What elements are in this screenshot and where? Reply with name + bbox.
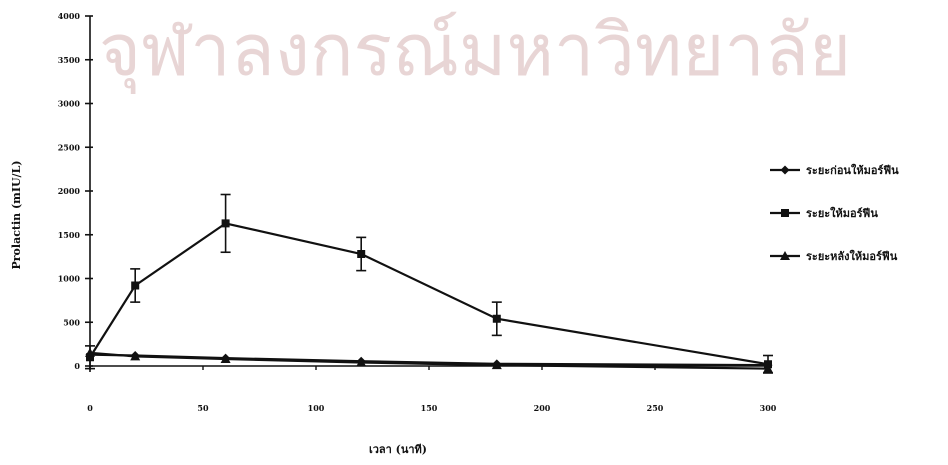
point-marker-square	[221, 219, 230, 228]
point-marker-square	[492, 314, 501, 323]
y-tick-label: 3500	[58, 55, 81, 65]
legend-item-3: ระยะหลังให้มอร์ฟีน	[770, 249, 898, 263]
y-tick-label: 0	[74, 361, 80, 371]
y-tick-label: 1500	[58, 230, 81, 240]
y-tick-label: 2500	[58, 142, 81, 152]
series-2	[85, 193, 773, 374]
x-axis-title: เวลา (นาที)	[369, 443, 427, 456]
legend-label: ระยะหลังให้มอร์ฟีน	[806, 249, 898, 263]
legend-item-2: ระยะให้มอร์ฟีน	[770, 206, 878, 220]
x-tick-label: 300	[760, 403, 777, 413]
legend-item-1: ระยะก่อนให้มอร์ฟีน	[770, 163, 899, 177]
point-marker-square	[357, 250, 366, 258]
point-marker-triangle	[220, 354, 231, 363]
y-tick-label: 4000	[58, 11, 81, 21]
point-marker-square	[131, 281, 140, 290]
point-marker-triangle	[780, 251, 790, 260]
point-marker-triangle	[356, 357, 367, 367]
x-tick-label: 0	[87, 403, 93, 413]
x-tick-label: 250	[647, 403, 664, 413]
point-marker-square	[781, 209, 789, 217]
point-marker-triangle	[130, 351, 141, 361]
point-marker-square	[86, 353, 94, 362]
point-marker-diamond	[780, 165, 790, 175]
y-tick-label: 500	[63, 317, 80, 327]
legend-label: ระยะให้มอร์ฟีน	[806, 206, 878, 220]
series-line	[89, 351, 769, 370]
series-3	[85, 347, 773, 373]
legend-label: ระยะก่อนให้มอร์ฟีน	[806, 163, 899, 177]
y-tick-label: 3000	[58, 99, 81, 109]
series-line	[89, 222, 769, 366]
watermark-text: จุฬาลงกรณ์มหาวิทยาลัย	[99, 8, 851, 94]
y-tick-label: 2000	[58, 186, 81, 196]
x-tick-label: 200	[534, 403, 551, 413]
x-tick-label: 100	[308, 403, 325, 413]
legend: ระยะก่อนให้มอร์ฟีนระยะให้มอร์ฟีนระยะหลัง…	[770, 163, 899, 263]
y-axis-title: Prolactin (mIU/L)	[10, 160, 23, 269]
point-marker-triangle	[763, 363, 773, 373]
point-marker-triangle	[491, 360, 502, 370]
y-tick-label: 1000	[58, 274, 81, 284]
x-tick-label: 150	[421, 403, 438, 413]
x-tick-label: 50	[197, 403, 209, 413]
series-layer	[85, 193, 773, 374]
point-marker-triangle	[85, 347, 95, 357]
